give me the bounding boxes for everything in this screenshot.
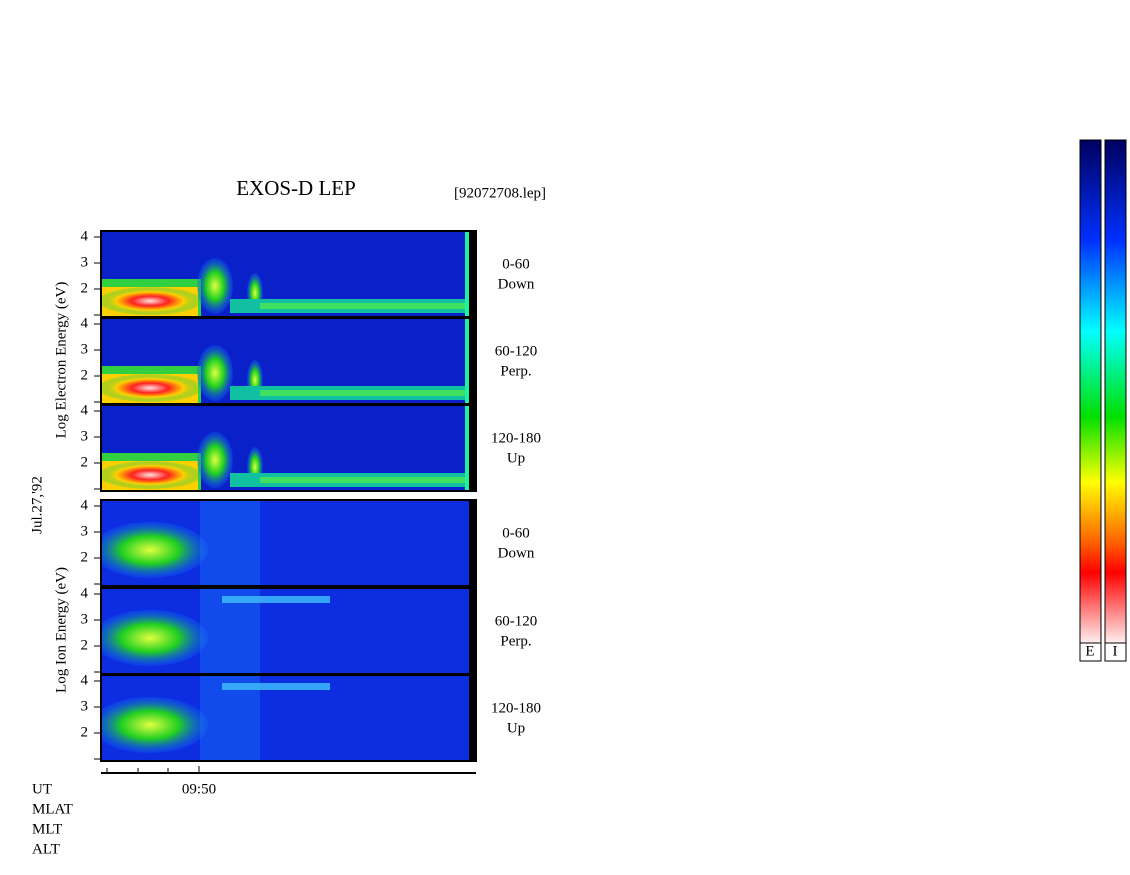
y-tick-label: 4: [81, 315, 89, 331]
panel-frame: [100, 404, 477, 492]
spectrograms: 4 3 2 0-60 Down 4 3 2 60-120 Perp. 4 3 2 120-180 Up 4 3 2…: [81, 228, 541, 762]
angle-label: 60-120: [495, 613, 538, 629]
direction-label: Perp.: [500, 363, 531, 379]
y-tick-label: 2: [81, 549, 89, 565]
right-strip: [469, 588, 476, 675]
y-tick-label: 3: [81, 698, 89, 714]
burst: [197, 258, 233, 314]
band-core: [101, 374, 202, 402]
colorbar: [1104, 139, 1127, 644]
ion-line: [222, 683, 330, 690]
band-core: [101, 287, 202, 315]
colorbar-label: I: [1113, 643, 1118, 659]
right-strip: [469, 318, 476, 405]
y-tick-label: 4: [81, 497, 89, 513]
edge: [465, 318, 469, 404]
burst: [197, 432, 233, 488]
direction-label: Down: [498, 545, 535, 561]
y-tick-label: 3: [81, 523, 89, 539]
y-tick-label: 3: [81, 611, 89, 627]
angle-label: 0-60: [502, 525, 530, 541]
electron-axis-label: Log Electron Energy (eV): [53, 282, 69, 439]
direction-label: Perp.: [500, 633, 531, 649]
panel: [101, 500, 469, 586]
y-tick-label: 2: [81, 280, 89, 296]
y-tick-label: 4: [81, 672, 89, 688]
panel-frame: [100, 499, 477, 587]
title: EXOS-D LEP: [236, 176, 356, 200]
angle-label: 0-60: [502, 256, 530, 272]
row-label: UT: [32, 781, 52, 797]
ion-blob: [101, 610, 208, 666]
colorbar-label: E: [1085, 643, 1094, 659]
ion-line: [222, 596, 330, 603]
colorbar: [1079, 139, 1102, 644]
direction-label: Down: [498, 276, 535, 292]
y-tick-label: 4: [81, 585, 89, 601]
colorbar-label-box: [1104, 642, 1127, 662]
row-label: MLAT: [32, 801, 73, 817]
row-label: MLT: [32, 821, 62, 837]
right-strip: [469, 500, 476, 587]
band-core: [101, 461, 202, 489]
tail-core: [260, 477, 466, 483]
colorbar-label-box: [1079, 642, 1102, 662]
y-tick-label: 2: [81, 454, 89, 470]
direction-label: Up: [507, 450, 525, 466]
y-tick-label: 3: [81, 428, 89, 444]
ion-axis-label: Log Ion Energy (eV): [53, 567, 69, 693]
y-tick-label: 2: [81, 367, 89, 383]
panel: [101, 588, 469, 674]
ion-blob: [101, 697, 208, 753]
panel: [101, 675, 469, 761]
tail-core: [260, 390, 466, 396]
ion-haze: [200, 500, 260, 586]
ion-blob: [101, 522, 208, 578]
direction-label: Up: [507, 720, 525, 736]
edge: [465, 231, 469, 317]
right-strip: [469, 405, 476, 492]
angle-label: 60-120: [495, 343, 538, 359]
tail-core: [260, 303, 466, 309]
panel: [101, 318, 469, 404]
filename: [92072708.lep]: [454, 185, 546, 201]
right-strip: [469, 231, 476, 318]
time-tick-label: 09:50: [182, 781, 216, 797]
y-tick-label: 3: [81, 254, 89, 270]
panel: [101, 405, 469, 491]
burst: [197, 345, 233, 401]
y-tick-label: 2: [81, 724, 89, 740]
edge: [465, 405, 469, 491]
row-label: ALT: [32, 841, 60, 857]
date: Jul.27,'92: [29, 476, 45, 534]
y-tick-label: 2: [81, 637, 89, 653]
panel: [101, 231, 469, 317]
y-tick-label: 3: [81, 341, 89, 357]
angle-label: 120-180: [491, 700, 541, 716]
y-tick-label: 4: [81, 228, 89, 244]
y-tick-label: 4: [81, 402, 89, 418]
right-strip: [469, 675, 476, 762]
panel-frame: [100, 674, 477, 762]
angle-label: 120-180: [491, 430, 541, 446]
